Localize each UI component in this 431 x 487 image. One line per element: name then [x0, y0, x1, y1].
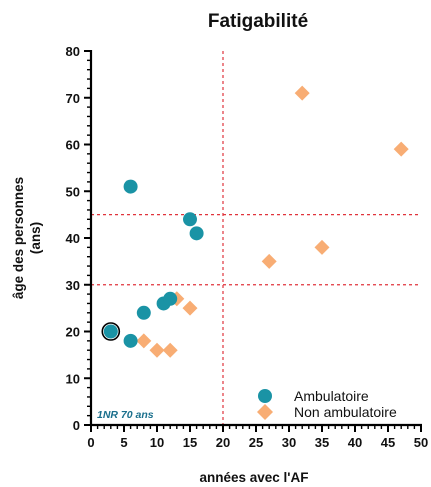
data-point-non-ambulatoire	[294, 85, 310, 101]
data-point-non-ambulatoire	[261, 253, 277, 269]
data-point-ambulatoire	[123, 179, 138, 194]
y-tick-label: 50	[66, 184, 80, 199]
data-point-ambulatoire	[189, 226, 204, 241]
data-point-ambulatoire	[163, 291, 178, 306]
y-tick-label: 70	[66, 91, 80, 106]
legend-marker-ambulatoire	[258, 389, 272, 403]
data-point-non-ambulatoire	[182, 300, 198, 316]
y-tick-label: 80	[66, 44, 80, 59]
y-axis-label-line2: (ans)	[28, 222, 43, 254]
reference-lines	[91, 51, 421, 425]
x-tick-label: 10	[150, 435, 164, 450]
data-point-non-ambulatoire	[136, 333, 152, 349]
data-point-non-ambulatoire	[149, 342, 165, 358]
data-point-non-ambulatoire	[393, 141, 409, 157]
x-tick-label: 0	[87, 435, 94, 450]
x-axis-label: années avec l'AF	[199, 470, 308, 485]
y-tick-label: 10	[66, 371, 80, 386]
data-point-ambulatoire	[136, 305, 151, 320]
legend-marker-non-ambulatoire	[257, 404, 273, 420]
data-point-non-ambulatoire	[314, 239, 330, 255]
legend-label-non-ambulatoire: Non ambulatoire	[294, 404, 397, 420]
y-tick-label: 20	[66, 325, 80, 340]
x-tick-label: 45	[381, 435, 395, 450]
data-point-ambulatoire	[123, 333, 138, 348]
data-points	[101, 85, 409, 358]
y-tick-label: 40	[66, 231, 80, 246]
x-tick-label: 50	[414, 435, 428, 450]
x-tick-label: 15	[183, 435, 197, 450]
highlighted-point-ring	[101, 322, 121, 341]
y-axis-label-line1: âge des personnes	[11, 177, 26, 299]
x-tick-label: 20	[216, 435, 230, 450]
x-tick-label: 30	[282, 435, 296, 450]
data-point-ambulatoire	[183, 212, 197, 227]
y-tick-label: 60	[66, 138, 80, 153]
data-point-non-ambulatoire	[162, 342, 178, 358]
y-axis-label: âge des personnes (ans)	[11, 177, 43, 299]
x-tick-label: 25	[249, 435, 263, 450]
data-point-ambulatoire	[103, 324, 118, 339]
x-tick-label: 35	[315, 435, 329, 450]
annotation-note: 1NR 70 ans	[97, 409, 154, 421]
x-tick-label: 5	[120, 435, 127, 450]
chart-title: Fatigabilité	[208, 11, 308, 32]
x-tick-label: 40	[348, 435, 362, 450]
y-tick-label: 30	[66, 278, 80, 293]
y-tick-label: 0	[73, 418, 80, 433]
axes: 0 5 10 15 20 25 30 35 40 45 50 0 10 20 30 40 50 60 70 80	[66, 44, 429, 450]
legend-label-ambulatoire: Ambulatoire	[294, 388, 369, 404]
legend: Ambulatoire Non ambulatoire	[257, 388, 397, 420]
